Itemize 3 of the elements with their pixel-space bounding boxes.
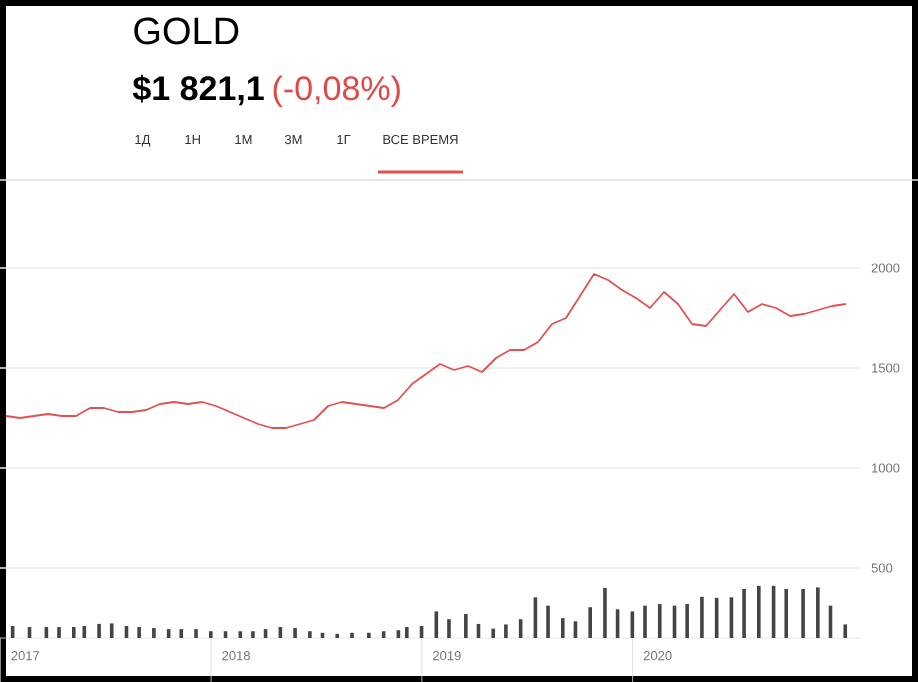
chart-subtitle: $1 821,1: [132, 74, 264, 106]
chart-title: GOLD: [134, 17, 239, 45]
text: (-0,08%): [273, 75, 400, 108]
